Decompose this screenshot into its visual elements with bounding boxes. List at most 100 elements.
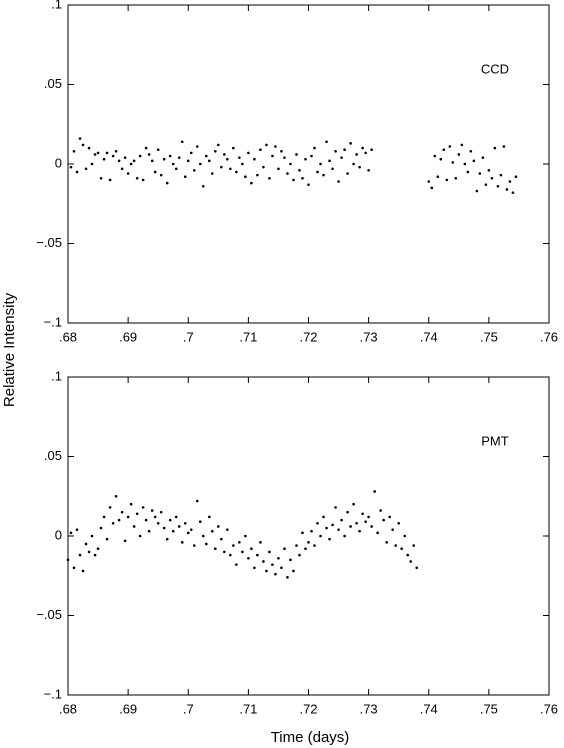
x-tick-label: .72	[299, 701, 317, 716]
point	[141, 506, 145, 509]
point	[78, 137, 82, 140]
point	[195, 499, 199, 503]
point	[283, 156, 286, 159]
point	[165, 181, 169, 185]
x-tick-label: .69	[119, 701, 137, 716]
point	[268, 177, 271, 180]
point	[180, 541, 184, 544]
point	[129, 162, 133, 166]
point	[220, 537, 223, 541]
point	[201, 534, 205, 538]
point	[448, 145, 452, 148]
point	[295, 544, 298, 547]
point	[102, 157, 106, 161]
point	[72, 149, 76, 153]
point	[186, 531, 190, 535]
point	[367, 515, 370, 519]
point	[84, 542, 88, 546]
point	[141, 178, 145, 182]
point	[481, 156, 485, 159]
point	[355, 153, 358, 156]
point	[334, 506, 337, 509]
point	[150, 509, 154, 512]
point	[337, 528, 340, 531]
point	[430, 186, 434, 190]
point	[316, 521, 319, 525]
point	[244, 534, 247, 538]
point	[259, 541, 262, 544]
point	[87, 550, 91, 554]
point	[247, 151, 250, 155]
point	[102, 515, 106, 519]
point	[292, 178, 295, 182]
point	[511, 191, 515, 194]
point	[460, 143, 464, 147]
point	[349, 525, 352, 528]
point	[286, 172, 289, 175]
y-axis-label: Relative Intensity	[1, 292, 18, 407]
point	[177, 525, 181, 528]
y-tick-label: −.1	[44, 314, 62, 329]
point	[316, 170, 319, 174]
point	[189, 151, 193, 155]
point	[487, 169, 491, 172]
point	[138, 154, 142, 158]
point	[105, 151, 109, 155]
point	[232, 544, 235, 547]
point	[186, 159, 190, 163]
point	[144, 146, 148, 150]
point	[226, 528, 229, 531]
point	[310, 529, 313, 533]
x-tick-label: .69	[119, 329, 137, 344]
point	[277, 167, 280, 171]
point	[162, 526, 166, 530]
point	[262, 560, 265, 563]
point	[280, 149, 283, 153]
point	[241, 162, 244, 166]
point	[343, 534, 346, 538]
point	[159, 173, 163, 177]
point	[337, 180, 340, 183]
point	[174, 167, 178, 171]
point	[298, 553, 301, 557]
point	[415, 566, 419, 570]
point	[334, 149, 337, 153]
point	[192, 544, 196, 547]
point	[90, 534, 94, 538]
point	[75, 170, 79, 174]
point	[274, 572, 277, 576]
plot-frame	[67, 4, 550, 324]
point	[207, 515, 211, 519]
point	[111, 154, 115, 158]
point	[81, 143, 85, 147]
point	[427, 180, 431, 183]
point	[313, 544, 316, 547]
point	[183, 175, 187, 179]
point	[214, 149, 217, 153]
point	[358, 529, 361, 533]
point	[135, 512, 139, 516]
point	[271, 563, 274, 566]
point	[484, 183, 488, 186]
point	[156, 148, 160, 151]
point	[286, 576, 289, 579]
point	[198, 520, 202, 523]
point	[361, 146, 364, 150]
point	[132, 159, 136, 163]
point	[253, 157, 256, 161]
point	[400, 547, 403, 551]
point	[232, 146, 235, 150]
point	[75, 528, 79, 531]
point	[328, 159, 331, 163]
point	[165, 537, 169, 541]
x-tick-label: .68	[59, 329, 77, 344]
point	[301, 531, 304, 535]
point	[514, 175, 518, 179]
point	[499, 173, 503, 177]
point	[490, 177, 494, 180]
point	[90, 162, 94, 166]
point	[322, 515, 325, 519]
point	[238, 541, 241, 544]
point	[171, 162, 175, 166]
